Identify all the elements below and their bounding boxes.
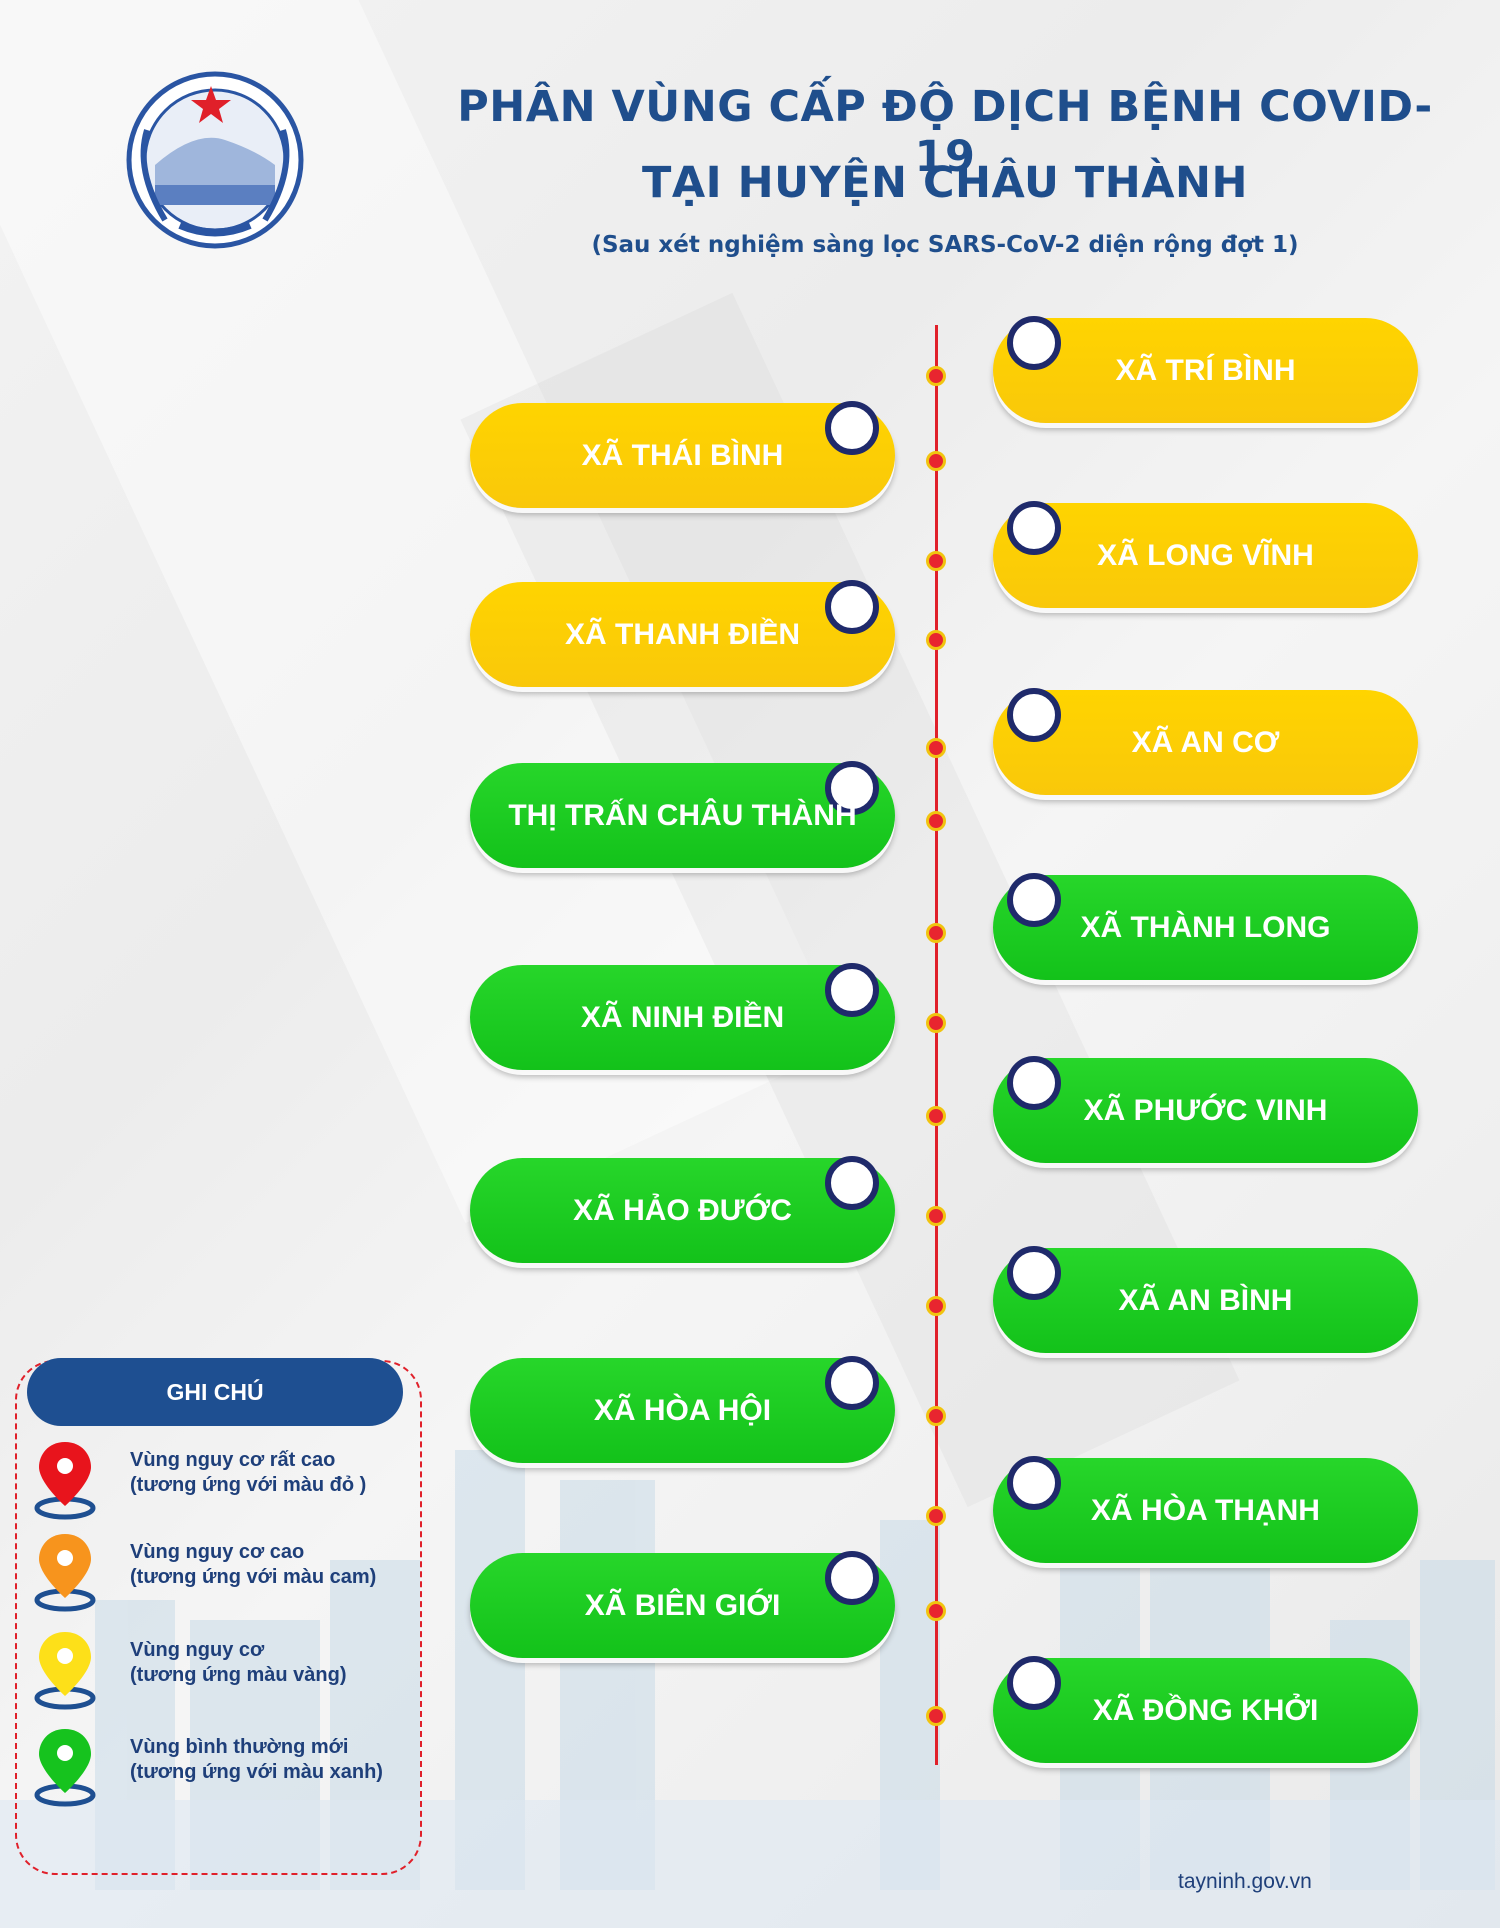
timeline-dot (926, 923, 946, 943)
circle-marker-icon (1007, 1056, 1061, 1110)
legend-item: Vùng nguy cơ (tương ứng màu vàng) (30, 1628, 420, 1710)
source-footer: tayninh.gov.vn (1178, 1870, 1312, 1893)
commune-pill: XÃ ĐỒNG KHỞI (993, 1656, 1418, 1763)
commune-name: THỊ TRẤN CHÂU THÀNH (508, 798, 857, 832)
circle-marker-icon (1007, 1246, 1061, 1300)
commune-name: XÃ HÒA HỘI (593, 1393, 772, 1427)
timeline-dot (926, 811, 946, 831)
circle-marker-icon (1007, 688, 1061, 742)
timeline-axis (935, 325, 938, 1765)
location-pin-icon (34, 1729, 96, 1807)
commune-pill: XÃ NINH ĐIỀN (470, 963, 895, 1070)
commune-pill: XÃ HÒA THẠNH (993, 1456, 1418, 1563)
circle-marker-icon (1007, 1656, 1061, 1710)
location-pin-icon (34, 1534, 96, 1612)
circle-marker-icon (825, 963, 879, 1017)
commune-pill: XÃ TRÍ BÌNH (993, 316, 1418, 423)
commune-name: XÃ TRÍ BÌNH (1115, 353, 1296, 387)
circle-marker-icon (825, 1156, 879, 1210)
circle-marker-icon (825, 1551, 879, 1605)
commune-pill: THỊ TRẤN CHÂU THÀNH (470, 761, 895, 868)
location-pin-icon (34, 1632, 96, 1710)
location-pin-icon (34, 1442, 96, 1520)
legend-note: (tương ứng với màu cam) (130, 1566, 377, 1588)
commune-pill: XÃ THÀNH LONG (993, 873, 1418, 980)
commune-name: XÃ LONG VĨNH (1097, 538, 1314, 572)
legend-note: (tương ứng với màu đỏ ) (130, 1474, 367, 1496)
page-subtitle: (Sau xét nghiệm sàng lọc SARS-CoV-2 diện… (591, 232, 1299, 258)
commune-name: XÃ HẢO ĐƯỚC (573, 1193, 792, 1227)
commune-pill: XÃ PHƯỚC VINH (993, 1056, 1418, 1163)
timeline-dot (926, 630, 946, 650)
circle-marker-icon (825, 580, 879, 634)
timeline-dot (926, 1706, 946, 1726)
legend-item: Vùng nguy cơ cao (tương ứng với màu cam) (30, 1530, 420, 1612)
legend-label: Vùng nguy cơ (130, 1639, 265, 1661)
commune-name: XÃ ĐỒNG KHỞI (1092, 1693, 1319, 1727)
commune-pill: XÃ HÒA HỘI (470, 1356, 895, 1463)
circle-marker-icon (825, 1356, 879, 1410)
commune-pill: XÃ BIÊN GIỚI (470, 1551, 895, 1658)
commune-pill: XÃ AN BÌNH (993, 1246, 1418, 1353)
commune-name: XÃ AN BÌNH (1118, 1283, 1293, 1317)
circle-marker-icon (825, 761, 879, 815)
legend-label: Vùng nguy cơ rất cao (130, 1449, 336, 1471)
commune-pill: XÃ THÁI BÌNH (470, 401, 895, 508)
legend-note: (tương ứng màu vàng) (130, 1664, 347, 1686)
circle-marker-icon (825, 401, 879, 455)
timeline-dot (926, 1406, 946, 1426)
legend-heading: GHI CHÚ (27, 1358, 403, 1426)
commune-name: XÃ NINH ĐIỀN (580, 1000, 785, 1034)
page-title-line-2: TẠI HUYỆN CHÂU THÀNH (642, 158, 1248, 208)
legend-item: Vùng bình thường mới (tương ứng với màu x… (30, 1725, 420, 1807)
circle-marker-icon (1007, 316, 1061, 370)
circle-marker-icon (1007, 873, 1061, 927)
commune-pill: XÃ THANH ĐIỀN (470, 580, 895, 687)
commune-name: XÃ AN CƠ (1131, 725, 1280, 759)
timeline-dot (926, 451, 946, 471)
timeline-dot (926, 551, 946, 571)
page-title-line-1: PHÂN VÙNG CẤP ĐỘ DỊCH BỆNH COVID-19 (457, 82, 1433, 182)
commune-name: XÃ THÀNH LONG (1080, 910, 1331, 944)
timeline-dot (926, 1013, 946, 1033)
legend-note: (tương ứng với màu xanh) (130, 1761, 383, 1783)
commune-name: XÃ BIÊN GIỚI (584, 1588, 781, 1622)
circle-marker-icon (1007, 501, 1061, 555)
legend-label: Vùng nguy cơ cao (130, 1541, 305, 1563)
timeline-dot (926, 1296, 946, 1316)
circle-marker-icon (1007, 1456, 1061, 1510)
commune-name: XÃ PHƯỚC VINH (1083, 1093, 1328, 1127)
commune-name: XÃ THÁI BÌNH (581, 438, 784, 472)
commune-pill: XÃ AN CƠ (993, 688, 1418, 795)
timeline-dot (926, 1601, 946, 1621)
timeline-dot (926, 1106, 946, 1126)
legend-item: Vùng nguy cơ rất cao (tương ứng với màu đ… (30, 1438, 420, 1520)
legend-label: Vùng bình thường mới (130, 1736, 349, 1758)
commune-pill: XÃ HẢO ĐƯỚC (470, 1156, 895, 1263)
commune-name: XÃ HÒA THẠNH (1091, 1493, 1320, 1527)
commune-name: XÃ THANH ĐIỀN (564, 617, 800, 651)
commune-pill: XÃ LONG VĨNH (993, 501, 1418, 608)
timeline-dot (926, 1506, 946, 1526)
tay-ninh-emblem-logo (126, 71, 304, 249)
timeline-dot (926, 738, 946, 758)
timeline-dot (926, 1206, 946, 1226)
timeline-dot (926, 366, 946, 386)
